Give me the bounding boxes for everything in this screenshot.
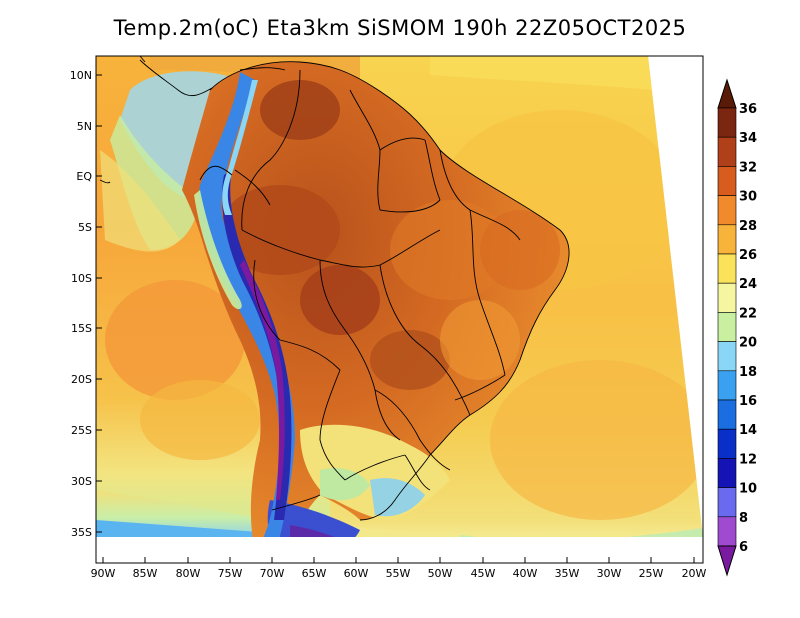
- lat-label-5s: 5S: [78, 221, 92, 234]
- lon-tick: 40W: [513, 557, 538, 580]
- colorbar-label: 6: [739, 540, 748, 555]
- lat-tick: 5N: [77, 120, 102, 133]
- lon-tick: 20W: [682, 557, 707, 580]
- lon-tick: 25W: [639, 557, 664, 580]
- lon-label-90w: 90W: [91, 567, 116, 580]
- colorbar-label: 36: [739, 102, 757, 117]
- colorbar-bin: [717, 312, 737, 342]
- lon-label-25w: 25W: [639, 567, 664, 580]
- lon-label-75w: 75W: [218, 567, 243, 580]
- lat-tick: 10S: [71, 272, 102, 285]
- colorbar-bin: [717, 107, 737, 138]
- colorbar-bin: [717, 253, 737, 284]
- colorbar-bin: [717, 458, 737, 488]
- lon-label-60w: 60W: [344, 567, 369, 580]
- colorbar-bin: [717, 341, 737, 372]
- lat-tick: 15S: [71, 322, 102, 335]
- lat-label-30s: 30S: [71, 475, 92, 488]
- colorbar-label: 30: [739, 190, 757, 205]
- lat-label-eq: EQ: [76, 170, 92, 183]
- colorbar-bin: [717, 487, 737, 518]
- lon-tick: 70W: [260, 557, 285, 580]
- colorbar-bin: [717, 136, 737, 167]
- lon-tick: 65W: [302, 557, 327, 580]
- lon-tick: 30W: [597, 557, 622, 580]
- lon-label-70w: 70W: [260, 567, 285, 580]
- lon-tick: 55W: [386, 557, 411, 580]
- colorbar-label: 22: [739, 306, 757, 321]
- lon-label-40w: 40W: [513, 567, 538, 580]
- colorbar-bin: [717, 224, 737, 255]
- colorbar-bin: [717, 370, 737, 401]
- lon-tick: 85W: [133, 557, 158, 580]
- colorbar-bin: [717, 282, 737, 313]
- lat-label-25s: 25S: [71, 424, 92, 437]
- colorbar-bin: [717, 195, 737, 226]
- lat-label-5n: 5N: [77, 120, 92, 133]
- colorbar-bin: [717, 428, 737, 459]
- colorbar-label: 14: [739, 423, 757, 438]
- lon-tick: 50W: [428, 557, 453, 580]
- lon-label-20w: 20W: [682, 567, 707, 580]
- map-frame: [95, 55, 704, 564]
- colorbar-label: 18: [739, 365, 757, 380]
- colorbar-bin: [717, 399, 737, 430]
- colorbar-label: 24: [739, 277, 757, 292]
- lon-label-65w: 65W: [302, 567, 327, 580]
- colorbar-label: 34: [739, 131, 757, 146]
- latitude-axis: 10N 5N EQ 5S 10S 15S 20S 25S 30S 35S: [70, 69, 102, 539]
- lon-tick: 80W: [176, 557, 201, 580]
- andes-cold-strip: [198, 72, 295, 537]
- colorbar-label: 12: [739, 452, 757, 467]
- lat-label-10n: 10N: [70, 69, 92, 82]
- central-america-coast: [99, 55, 286, 184]
- lon-tick: 60W: [344, 557, 369, 580]
- lon-tick: 35W: [555, 557, 580, 580]
- lon-label-45w: 45W: [471, 567, 496, 580]
- lon-label-30w: 30W: [597, 567, 622, 580]
- lat-tick: 25S: [71, 424, 102, 437]
- lon-tick: 45W: [471, 557, 496, 580]
- map-title: Temp.2m(oC) Eta3km SiSMOM 190h 22Z05OCT2…: [113, 16, 687, 40]
- colorbar-label: 10: [739, 482, 757, 497]
- colorbar-label: 26: [739, 248, 757, 263]
- lon-label-85w: 85W: [133, 567, 158, 580]
- lon-tick: 90W: [91, 557, 116, 580]
- colorbar-label: 8: [739, 511, 748, 526]
- colorbar-bin: [717, 166, 737, 196]
- lat-tick: 5S: [78, 221, 102, 234]
- lat-label-10s: 10S: [71, 272, 92, 285]
- lat-tick: 20S: [71, 373, 102, 386]
- lon-label-50w: 50W: [428, 567, 453, 580]
- colorbar-arrow-bottom: [717, 545, 737, 577]
- colorbar-label: 28: [739, 219, 757, 234]
- colorbar-label: 16: [739, 394, 757, 409]
- lat-label-35s: 35S: [71, 526, 92, 539]
- lat-tick: EQ: [76, 170, 102, 183]
- lon-tick: 75W: [218, 557, 243, 580]
- lon-label-80w: 80W: [176, 567, 201, 580]
- country-borders: [199, 61, 570, 521]
- lat-label-20s: 20S: [71, 373, 92, 386]
- colorbar-arrow-top: [717, 78, 737, 109]
- longitude-axis: 90W 85W 80W 75W 70W 65W 60W 55W 50W 45W …: [91, 557, 707, 580]
- temperature-field: [96, 56, 703, 537]
- lat-tick: 30S: [71, 475, 102, 488]
- colorbar-label: 20: [739, 336, 757, 351]
- colorbar-bin: [717, 516, 737, 547]
- lon-label-35w: 35W: [555, 567, 580, 580]
- lat-label-15s: 15S: [71, 322, 92, 335]
- colorbar: 36 34 32 30 28 26 24 22 20 18 16 14 12 10 8 6: [717, 78, 757, 577]
- colorbar-label: 32: [739, 160, 757, 175]
- lon-label-55w: 55W: [386, 567, 411, 580]
- lat-tick: 10N: [70, 69, 102, 82]
- lat-tick: 35S: [71, 526, 102, 539]
